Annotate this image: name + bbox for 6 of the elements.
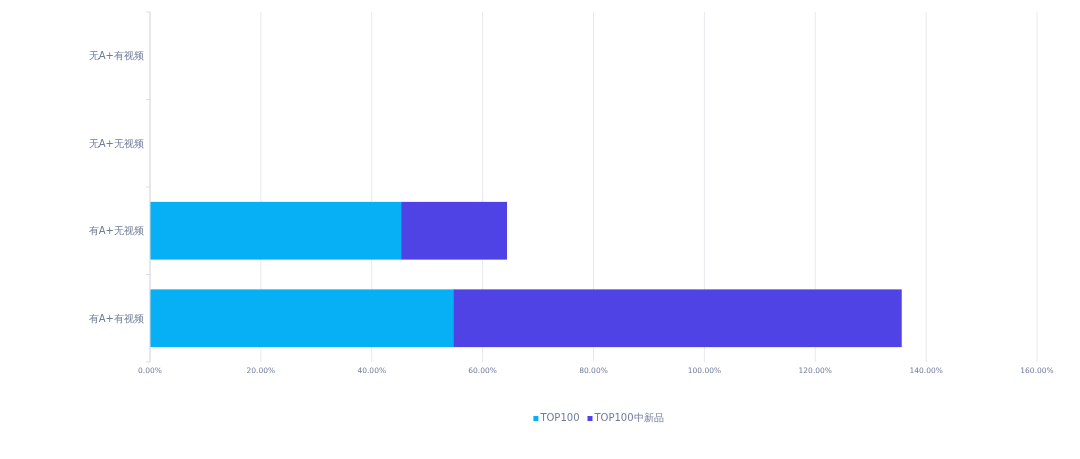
y-tick-label: 无A+无视频 [88,137,144,149]
y-tick-label: 有A+无视频 [88,225,144,237]
y-tick-label: 无A+有视频 [88,50,144,62]
legend-label: TOP100 [539,412,580,423]
y-tick-label: 有A+有视频 [88,312,144,324]
legend-label: TOP100中新品 [593,412,664,423]
